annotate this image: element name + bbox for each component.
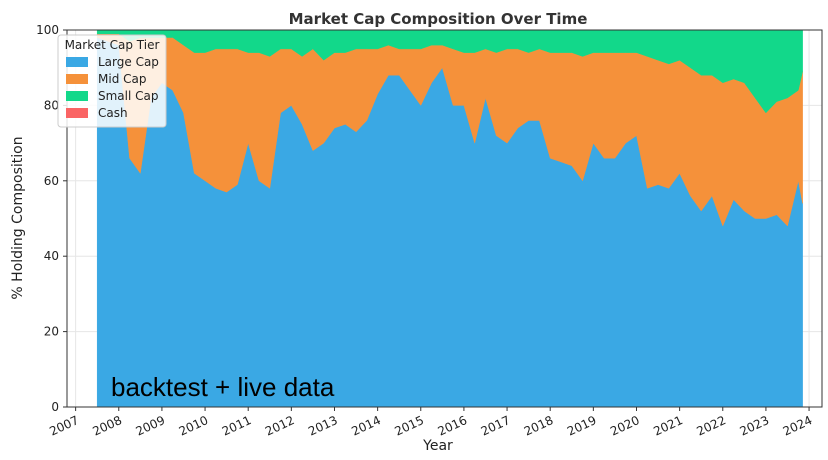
- y-tick-label: 80: [44, 98, 59, 112]
- y-tick-label: 60: [44, 174, 59, 188]
- legend-swatch-large-cap: [66, 57, 88, 67]
- legend-swatch-cash: [66, 108, 88, 118]
- y-axis-title: % Holding Composition: [10, 136, 26, 299]
- legend-title: Market Cap Tier: [65, 38, 160, 52]
- plot-frame: [66, 29, 823, 408]
- annotation-text: backtest + live data: [111, 372, 335, 402]
- legend-label-small-cap: Small Cap: [98, 89, 159, 103]
- y-tick-label: 40: [44, 249, 59, 263]
- x-axis-title: Year: [422, 438, 453, 454]
- y-tick-label: 100: [36, 23, 59, 37]
- y-tick-layer: 0 20 40 60 80 100: [36, 23, 67, 414]
- legend-swatch-small-cap: [66, 91, 88, 101]
- legend-label-mid-cap: Mid Cap: [98, 72, 146, 86]
- chart-title: Market Cap Composition Over Time: [289, 10, 588, 28]
- legend-label-large-cap: Large Cap: [98, 55, 159, 69]
- legend-label-cash: Cash: [98, 106, 128, 120]
- y-tick-label: 20: [44, 325, 59, 339]
- legend-swatch-mid-cap: [66, 74, 88, 84]
- legend: Market Cap Tier Large Cap Mid Cap Small Ca…: [57, 34, 167, 128]
- y-tick-label: 0: [51, 400, 59, 414]
- area-layer: [96, 29, 803, 408]
- legend-items: Large Cap Mid Cap Small Cap Cash: [66, 55, 159, 120]
